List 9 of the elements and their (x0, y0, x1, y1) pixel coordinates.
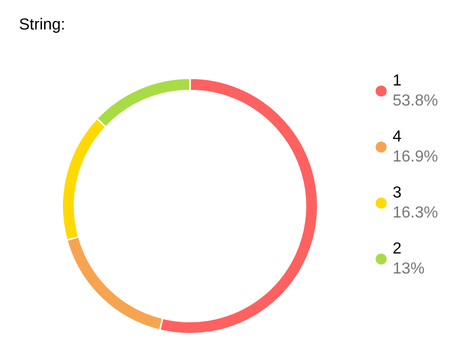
chart-title: String: (19, 16, 66, 34)
data-label: 16.9% (392, 148, 438, 166)
data-label: 53.8% (392, 92, 438, 110)
legend-label: 1 (392, 72, 402, 90)
legend-label: 3 (392, 184, 402, 202)
legend-label: 2 (392, 240, 402, 258)
data-label: 16.3% (392, 204, 438, 222)
legend-label: 4 (392, 128, 402, 146)
data-label: 13% (392, 260, 425, 278)
